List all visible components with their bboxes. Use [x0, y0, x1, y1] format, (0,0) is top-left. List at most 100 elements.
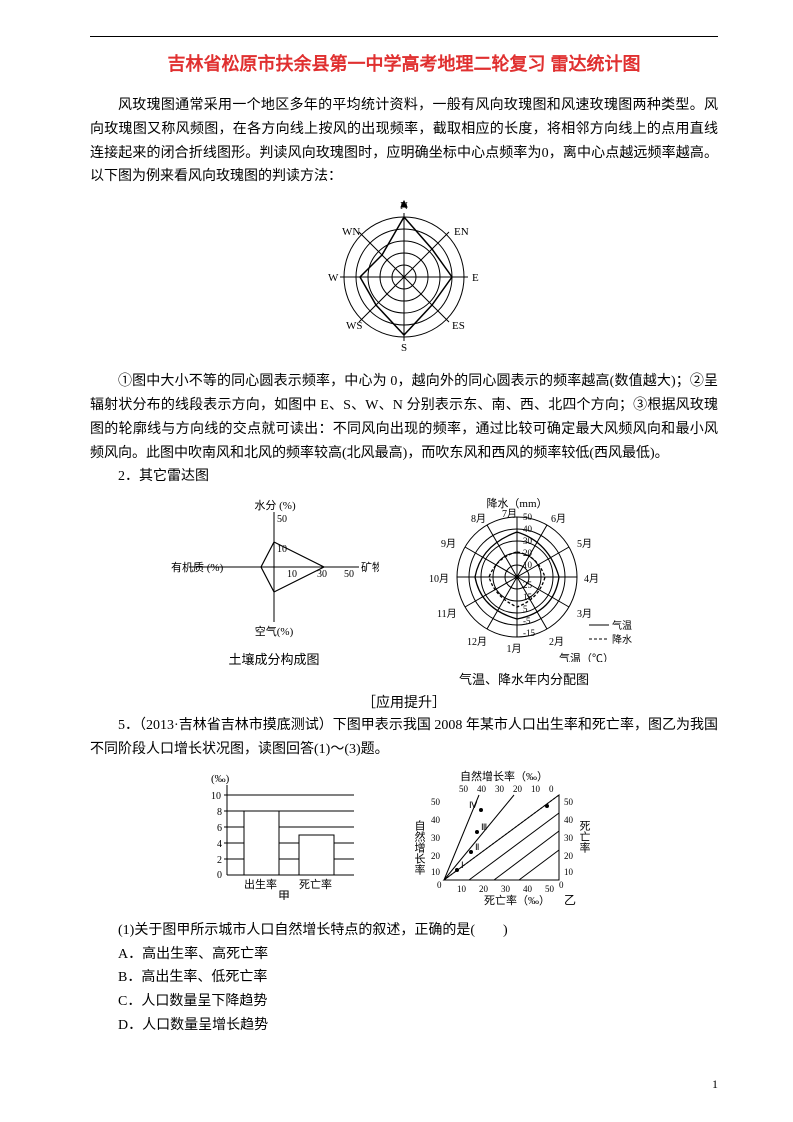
svg-text:S: S — [401, 342, 407, 354]
option-a: A．高出生率、高死亡率 — [90, 943, 718, 967]
svg-text:4: 4 — [217, 839, 222, 850]
svg-text:40: 40 — [564, 815, 574, 825]
soil-chart-block: 水分 (%) 矿物质(%) 空气(%) 有机质 (%) 50 10 10 30 … — [169, 497, 379, 688]
question-5-charts: (‰) 10 8 6 4 2 0 出生率 死亡率 甲 自然增长率（‰） 50 4… — [90, 770, 718, 915]
top-rule — [90, 36, 718, 37]
climate-chart-caption: 气温、降水年内分配图 — [409, 669, 639, 688]
svg-text:乙: 乙 — [564, 893, 576, 907]
page-number: 1 — [712, 1077, 718, 1092]
svg-text:40: 40 — [523, 524, 533, 534]
svg-text:30: 30 — [495, 784, 505, 794]
svg-text:8: 8 — [217, 807, 222, 818]
question-5-intro: 5．（2013·吉林省吉林市摸底测试）下图甲表示我国 2008 年某市人口出生率… — [90, 714, 718, 762]
svg-text:Ⅲ: Ⅲ — [481, 822, 487, 832]
option-d: D．人口数量呈增长趋势 — [90, 1014, 718, 1038]
svg-text:8月: 8月 — [471, 513, 486, 525]
svg-text:WN: WN — [342, 226, 360, 238]
svg-text:0: 0 — [559, 880, 564, 890]
svg-text:6: 6 — [217, 823, 222, 834]
svg-text:WS: WS — [346, 320, 363, 332]
svg-text:50: 50 — [344, 569, 354, 580]
svg-text:0: 0 — [549, 784, 554, 794]
svg-text:50: 50 — [545, 884, 555, 894]
svg-text:5: 5 — [523, 604, 528, 614]
svg-text:10: 10 — [523, 560, 533, 570]
section-2-heading: 2．其它雷达图 — [90, 465, 718, 489]
svg-text:30: 30 — [501, 884, 511, 894]
svg-text:50: 50 — [564, 797, 574, 807]
svg-text:10: 10 — [287, 569, 297, 580]
svg-text:25: 25 — [523, 580, 533, 590]
svg-text:10: 10 — [531, 784, 541, 794]
svg-text:死亡率（‰）: 死亡率（‰） — [484, 893, 550, 907]
svg-text:20: 20 — [564, 851, 574, 861]
svg-text:气温: 气温 — [612, 619, 632, 632]
svg-text:出生率: 出生率 — [244, 877, 277, 891]
svg-text:2月: 2月 — [549, 636, 564, 648]
chart-yi-block: 自然增长率（‰） 50 40 30 20 10 0 Ⅰ Ⅱ Ⅲ Ⅳ — [399, 770, 619, 915]
svg-text:20: 20 — [523, 548, 533, 558]
svg-text:50: 50 — [277, 514, 287, 525]
svg-text:0: 0 — [217, 870, 222, 881]
svg-text:2: 2 — [217, 855, 222, 866]
svg-text:50: 50 — [523, 512, 533, 522]
application-label: ［应用提升］ — [90, 692, 718, 712]
svg-text:4月: 4月 — [584, 573, 599, 585]
svg-text:ES: ES — [452, 320, 465, 332]
svg-text:降水: 降水 — [612, 633, 632, 646]
svg-text:7月: 7月 — [502, 508, 517, 520]
svg-text:6月: 6月 — [551, 513, 566, 525]
svg-text:气温（℃）: 气温（℃） — [559, 651, 614, 662]
svg-text:有机质 (%): 有机质 (%) — [171, 560, 224, 574]
svg-text:15: 15 — [523, 592, 533, 602]
svg-text:10: 10 — [431, 867, 441, 877]
question-1: (1)关于图甲所示城市人口自然增长特点的叙述，正确的是( ) — [90, 919, 718, 943]
svg-text:W: W — [328, 272, 339, 284]
svg-text:0: 0 — [437, 880, 442, 890]
svg-text:40: 40 — [523, 884, 533, 894]
svg-text:甲: 甲 — [278, 889, 290, 900]
svg-text:Ⅰ: Ⅰ — [461, 860, 464, 870]
svg-text:死亡率: 死亡率 — [578, 820, 591, 854]
svg-text:30: 30 — [317, 569, 327, 580]
document-title: 吉林省松原市扶余县第一中学高考地理二轮复习 雷达统计图 — [90, 50, 718, 76]
svg-text:3月: 3月 — [577, 608, 592, 620]
svg-text:Ⅱ: Ⅱ — [475, 842, 479, 852]
svg-text:自然增长率（‰）: 自然增长率（‰） — [460, 770, 548, 783]
svg-text:20: 20 — [513, 784, 523, 794]
svg-text:10: 10 — [564, 867, 574, 877]
svg-text:空气(%): 空气(%) — [255, 624, 294, 638]
svg-text:-15: -15 — [523, 628, 535, 638]
climate-chart-block: 降水（mm） 50 40 30 20 10 25 15 5 -5 -15 1月 … — [409, 497, 639, 688]
option-b: B．高出生率、低死亡率 — [90, 966, 718, 990]
svg-text:30: 30 — [431, 833, 441, 843]
svg-text:30: 30 — [564, 833, 574, 843]
svg-text:自然增长率: 自然增长率 — [413, 819, 426, 875]
svg-text:40: 40 — [477, 784, 487, 794]
soil-chart-caption: 土壤成分构成图 — [169, 649, 379, 668]
svg-text:水分 (%): 水分 (%) — [254, 499, 296, 512]
svg-text:20: 20 — [479, 884, 489, 894]
svg-text:-5: -5 — [523, 616, 531, 626]
svg-text:降水（mm）: 降水（mm） — [486, 497, 547, 510]
other-radar-diagrams: 水分 (%) 矿物质(%) 空气(%) 有机质 (%) 50 10 10 30 … — [90, 497, 718, 688]
svg-text:10: 10 — [211, 791, 221, 802]
svg-text:EN: EN — [454, 226, 469, 238]
svg-text:50: 50 — [459, 784, 469, 794]
chart-jia-block: (‰) 10 8 6 4 2 0 出生率 死亡率 甲 — [189, 770, 369, 915]
svg-text:Ⅳ: Ⅳ — [469, 800, 478, 810]
svg-text:9月: 9月 — [441, 538, 456, 550]
svg-text:50: 50 — [431, 797, 441, 807]
wind-rose-diagram: N EN E ES S WS W WN — [90, 197, 718, 362]
svg-text:30: 30 — [523, 536, 533, 546]
svg-text:5月: 5月 — [577, 538, 592, 550]
option-c: C．人口数量呈下降趋势 — [90, 990, 718, 1014]
svg-text:40: 40 — [431, 815, 441, 825]
svg-text:10: 10 — [457, 884, 467, 894]
svg-text:20: 20 — [431, 851, 441, 861]
paragraph-2: ①图中大小不等的同心圆表示频率，中心为 0，越向外的同心圆表示的频率越高(数值越… — [90, 370, 718, 465]
svg-text:11月: 11月 — [437, 608, 457, 620]
svg-text:死亡率: 死亡率 — [299, 877, 332, 891]
paragraph-1: 风玫瑰图通常采用一个地区多年的平均统计资料，一般有风向玫瑰图和风速玫瑰图两种类型… — [90, 94, 718, 189]
svg-text:10月: 10月 — [429, 573, 449, 585]
